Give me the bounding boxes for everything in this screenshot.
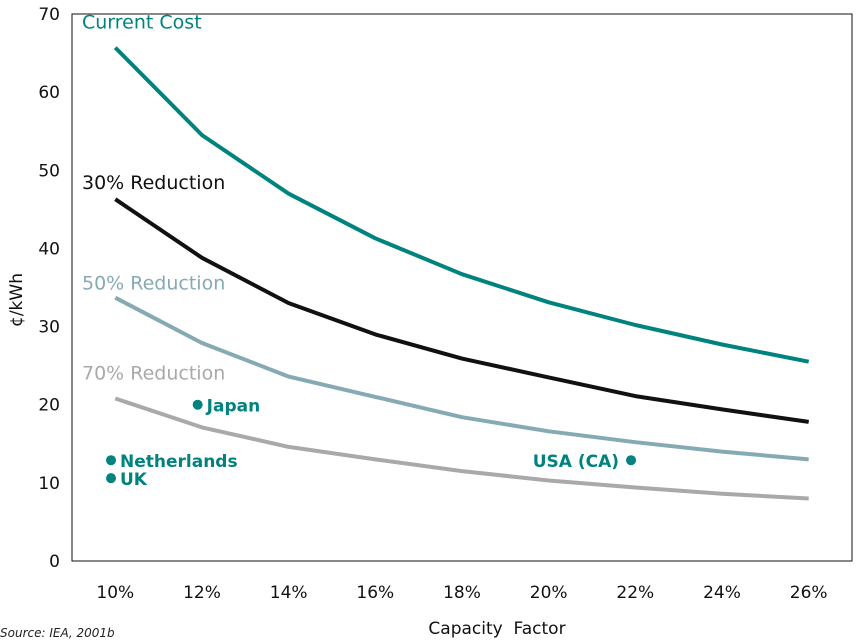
series-line xyxy=(114,295,809,462)
series-label: Current Cost xyxy=(82,12,202,34)
x-tick-label: 16% xyxy=(356,583,394,603)
x-tick-label: 22% xyxy=(616,583,654,603)
x-tick-label: 26% xyxy=(790,583,828,603)
series-line xyxy=(114,396,809,501)
y-tick-label: 10 xyxy=(38,474,60,494)
x-tick-label: 20% xyxy=(530,583,568,603)
y-tick-label: 20 xyxy=(38,396,60,416)
data-point-marker xyxy=(106,455,116,466)
x-tick-label: 18% xyxy=(443,583,481,603)
y-tick-label: 70 xyxy=(38,5,60,25)
data-point-label: Netherlands xyxy=(120,452,238,472)
y-tick-label: 50 xyxy=(38,161,60,181)
data-point-marker xyxy=(626,455,636,466)
x-tick-label: 14% xyxy=(270,583,308,603)
series-lines: Current Cost 30% Reduction 50% Reduction 70… xyxy=(82,12,810,501)
y-axis-title: ¢/kWh xyxy=(7,273,27,327)
x-tick-label: 24% xyxy=(703,583,741,603)
data-point-label: Japan xyxy=(206,397,261,417)
x-axis-ticks: 10% 12% 14% 16% 18% 20% 22% 24% 26% xyxy=(96,583,827,603)
series-label: 70% Reduction xyxy=(82,362,225,384)
y-tick-label: 30 xyxy=(38,318,60,338)
y-tick-label: 0 xyxy=(49,552,60,572)
x-axis-title: Capacity Factor xyxy=(428,619,565,639)
plot-frame xyxy=(71,13,853,562)
source-note: Source: IEA, 2001b xyxy=(0,626,115,640)
series-line xyxy=(113,46,810,364)
data-point-label: USA (CA) xyxy=(533,452,619,472)
x-tick-label: 12% xyxy=(183,583,221,603)
series-label: 50% Reduction xyxy=(82,273,225,295)
series-line xyxy=(114,197,809,424)
data-point-marker xyxy=(192,399,203,410)
y-tick-label: 60 xyxy=(38,83,60,103)
data-point-label: UK xyxy=(120,470,148,490)
y-axis-ticks: 0 10 20 30 40 50 60 70 xyxy=(38,5,60,572)
data-point-marker xyxy=(106,473,116,484)
x-tick-label: 10% xyxy=(96,583,134,603)
series-label: 30% Reduction xyxy=(82,172,225,194)
y-tick-label: 40 xyxy=(38,239,60,259)
